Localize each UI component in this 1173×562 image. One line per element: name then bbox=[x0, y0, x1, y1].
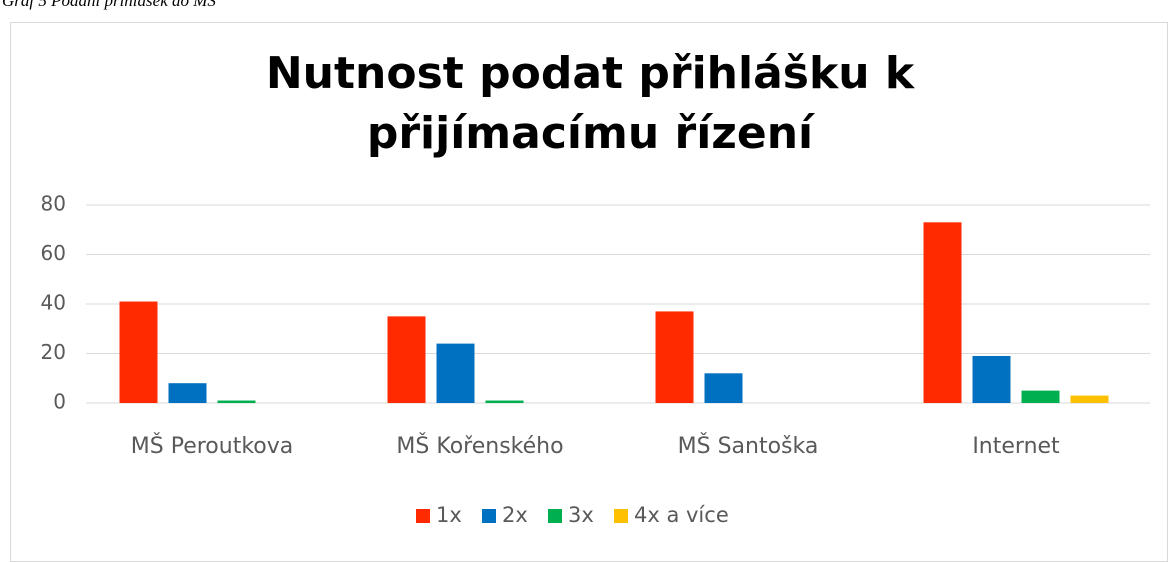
y-tick-label: 40 bbox=[41, 291, 66, 315]
bar bbox=[972, 355, 1011, 403]
bar bbox=[119, 301, 158, 403]
legend-label: 4x a více bbox=[634, 503, 729, 527]
legend-label: 2x bbox=[502, 503, 528, 527]
y-tick-label: 60 bbox=[41, 241, 66, 265]
x-tick-label: MŠ Santoška bbox=[678, 433, 819, 459]
legend-swatch bbox=[548, 509, 562, 523]
bar bbox=[217, 400, 256, 403]
chart-title: Nutnost podat přihlášku k přijímacímu ří… bbox=[265, 48, 915, 159]
bar bbox=[168, 383, 207, 403]
bar bbox=[655, 311, 694, 403]
legend-label: 3x bbox=[568, 503, 594, 527]
bar bbox=[1021, 390, 1060, 403]
bar bbox=[923, 222, 962, 403]
x-tick-label: MŠ Kořenského bbox=[396, 433, 563, 459]
legend-swatch bbox=[482, 509, 496, 523]
bar bbox=[436, 343, 475, 403]
bar bbox=[485, 400, 524, 403]
y-tick-label: 20 bbox=[41, 340, 66, 364]
legend-swatch bbox=[614, 509, 628, 523]
bar bbox=[704, 373, 743, 403]
x-tick-label: Internet bbox=[972, 434, 1060, 459]
y-tick-label: 80 bbox=[41, 192, 66, 216]
legend-swatch bbox=[416, 509, 430, 523]
legend-label: 1x bbox=[436, 503, 462, 527]
x-tick-label: MŠ Peroutkova bbox=[131, 433, 293, 459]
y-tick-label: 0 bbox=[53, 390, 66, 414]
bar bbox=[1070, 395, 1109, 403]
caption: Graf 5 Podání přihlášek do MŠ bbox=[2, 0, 216, 10]
bar bbox=[387, 316, 426, 403]
